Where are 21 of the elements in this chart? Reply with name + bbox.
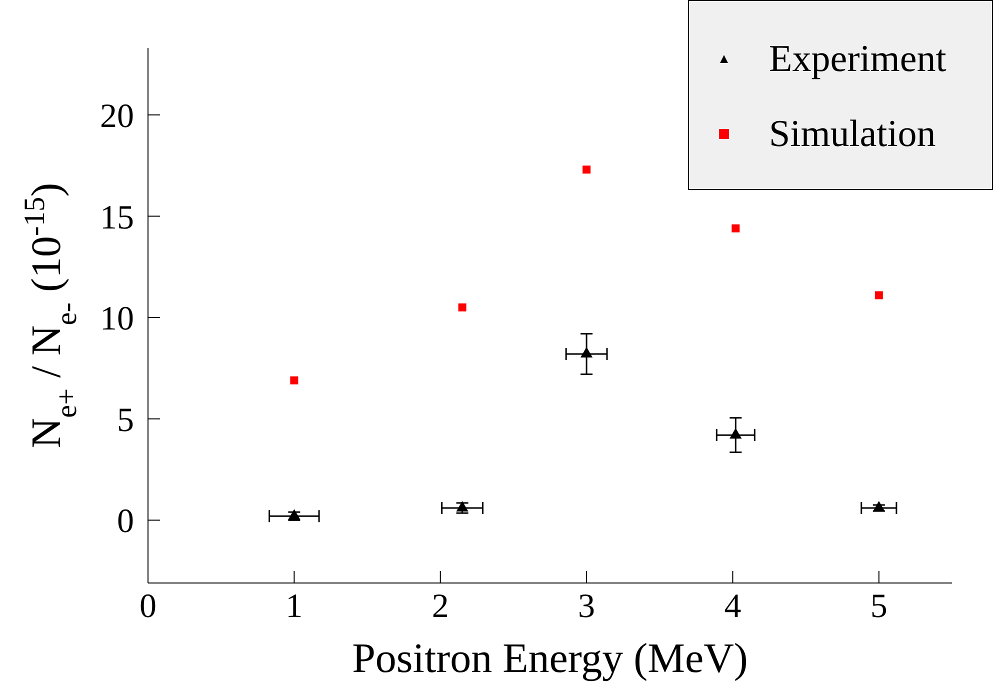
point — [580, 346, 593, 358]
x-axis-title: Positron Energy (MeV) — [352, 636, 748, 682]
point — [874, 291, 883, 300]
y-tick-label: 5 — [117, 402, 134, 439]
x-tick-label: 5 — [870, 588, 888, 626]
x-tick-label: 2 — [432, 588, 449, 626]
legend-label: Simulation — [769, 112, 936, 156]
point — [290, 376, 298, 384]
point — [582, 166, 591, 174]
point — [730, 428, 742, 439]
y-tick-label: 15 — [100, 199, 134, 236]
point — [458, 303, 466, 312]
legend-label: Experiment — [769, 36, 946, 80]
y-tick-label: 10 — [100, 300, 134, 338]
x-tick-label: 3 — [578, 588, 596, 626]
y-tick-label: 20 — [100, 98, 134, 135]
x-tick-label: 4 — [724, 588, 742, 626]
y-tick-label: 0 — [117, 503, 134, 540]
point — [732, 224, 740, 232]
x-tick-label: 1 — [286, 588, 303, 626]
point — [872, 501, 885, 512]
